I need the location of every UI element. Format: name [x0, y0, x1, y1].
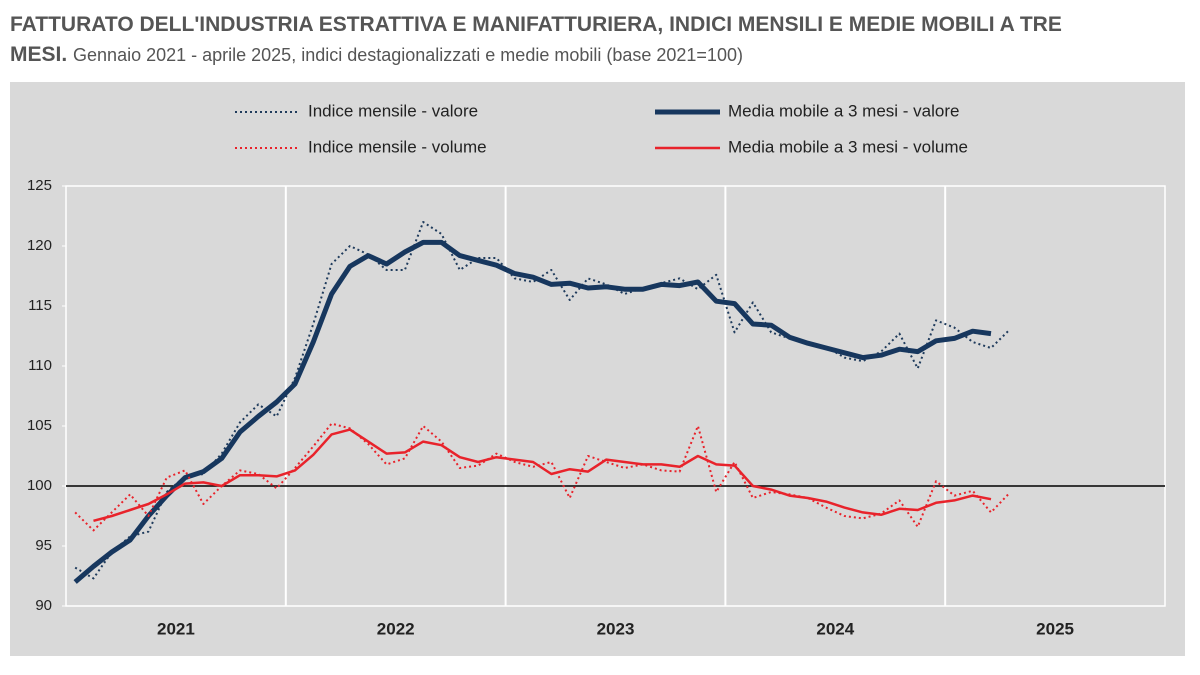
- chart-title: FATTURATO DELL'INDUSTRIA ESTRATTIVA E MA…: [10, 13, 1062, 66]
- y-tick-label: 110: [28, 357, 52, 374]
- x-tick-label: 2023: [597, 619, 635, 638]
- legend-label: Media mobile a 3 mesi - volume: [728, 137, 968, 156]
- legend-label: Indice mensile - volume: [308, 137, 487, 156]
- y-tick-label: 120: [27, 237, 52, 254]
- header: FATTURATO DELL'INDUSTRIA ESTRATTIVA E MA…: [10, 10, 1100, 70]
- y-tick-label: 125: [27, 177, 52, 194]
- series-line: [74, 221, 1011, 580]
- y-tick-label: 100: [27, 477, 52, 494]
- series-line: [93, 428, 992, 523]
- chart-subtitle: Gennaio 2021 - aprile 2025, indici desta…: [73, 45, 743, 65]
- y-tick-label: 90: [35, 597, 52, 614]
- y-tick-label: 105: [27, 417, 52, 434]
- plot-area: [65, 185, 1166, 607]
- x-tick-label: 2022: [377, 619, 415, 638]
- legend-label: Media mobile a 3 mesi - valore: [728, 101, 959, 120]
- x-tick-label: 2024: [816, 619, 854, 638]
- legend-label: Indice mensile - valore: [308, 101, 478, 120]
- series-line: [73, 239, 992, 584]
- x-tick-label: 2025: [1036, 619, 1074, 638]
- x-tick-label: 2021: [157, 619, 195, 638]
- y-tick-label: 115: [28, 297, 52, 314]
- y-tick-label: 95: [35, 537, 52, 554]
